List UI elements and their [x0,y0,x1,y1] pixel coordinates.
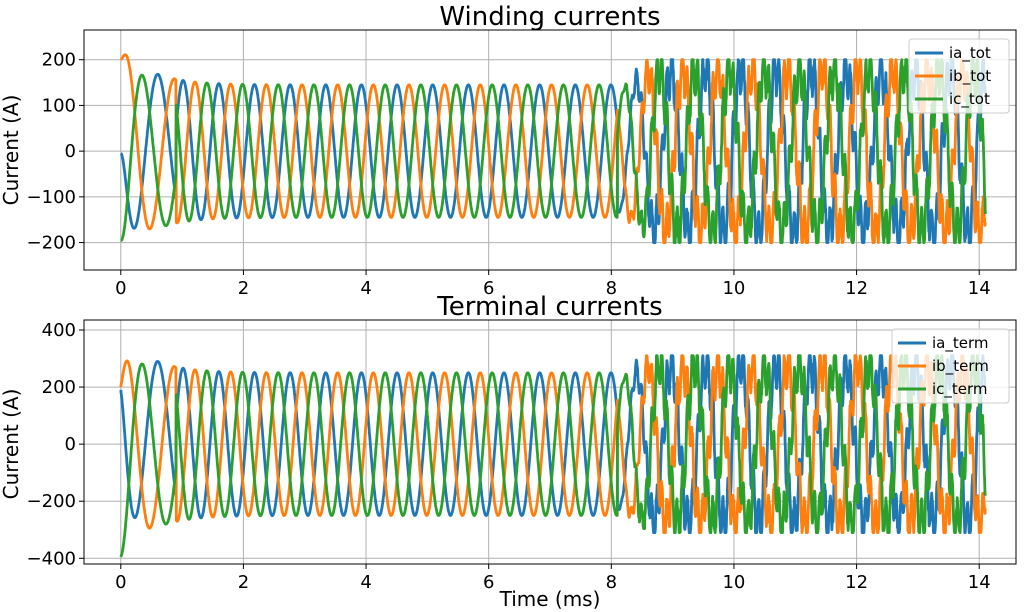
legend: ia_tot ib_tot ic_tot [908,38,1010,114]
x-tick-labels: 0 2 4 6 8 10 12 14 [115,572,991,593]
legend-label-ib_tot: ib_tot [949,67,991,86]
winding-currents-chart: Winding currents Current (A) 0 2 4 6 8 10 12 14… [0,2,1017,299]
series-group [119,53,987,244]
series-line-ic_tot [119,58,987,244]
x-tick-label: 4 [360,572,371,593]
x-tick-label: 14 [968,572,991,593]
chart-title: Terminal currents [436,292,662,322]
x-tick-label: 2 [238,278,249,299]
legend-box [891,328,1010,404]
chart-title: Winding currents [439,2,660,32]
y-tick-label: −400 [27,548,76,569]
series-group [119,354,987,558]
x-tick-label: 0 [115,572,126,593]
x-tick-label: 6 [483,278,494,299]
x-tick-label: 4 [360,278,371,299]
x-tick-labels: 0 2 4 6 8 10 12 14 [115,278,991,299]
y-tick-label: 100 [42,95,76,116]
y-tick-label: 400 [42,320,76,341]
x-axis-label: Time (ms) [499,587,601,611]
series-line-ic_term [119,354,987,558]
y-tick-label: 0 [65,141,76,162]
x-tick-label: 8 [606,572,617,593]
x-tick-label: 14 [968,278,991,299]
y-tick-label: 0 [65,434,76,455]
legend-label-ia_term: ia_term [932,334,988,353]
y-tick-label: 200 [42,377,76,398]
series-line-ib_term [119,354,987,534]
legend-label-ia_tot: ia_tot [949,44,991,63]
y-tick-label: −200 [27,491,76,512]
ticks [79,59,980,275]
legend-box [908,38,1010,114]
y-tick-label: −200 [27,233,76,254]
y-axis-label: Current (A) [0,95,23,206]
terminal-currents-chart: Terminal currents Current (A) Time (ms) … [0,292,1017,611]
legend-label-ic_tot: ic_tot [949,90,990,109]
x-tick-label: 6 [483,572,494,593]
legend-label-ib_term: ib_term [932,357,989,376]
y-tick-label: −100 [27,187,76,208]
x-tick-label: 0 [115,278,126,299]
series-line-ib_tot [119,53,987,244]
y-axis-label: Current (A) [0,389,23,500]
plot-frame [83,29,1017,271]
y-tick-label: 200 [42,50,76,71]
x-tick-label: 12 [845,572,868,593]
x-tick-label: 10 [722,278,745,299]
legend-label-ic_term: ic_term [932,380,988,399]
y-tick-labels: −400 −200 0 200 400 [27,320,76,569]
x-tick-label: 10 [722,572,745,593]
x-tick-label: 12 [845,278,868,299]
ticks [79,329,980,569]
x-tick-label: 2 [238,572,249,593]
x-tick-label: 8 [606,278,617,299]
plot-frame [83,319,1017,565]
legend: ia_term ib_term ic_term [891,328,1010,404]
y-tick-labels: −200 −100 0 100 200 [27,50,76,254]
